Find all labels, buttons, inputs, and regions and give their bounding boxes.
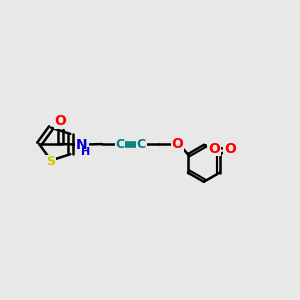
Text: N: N [76, 138, 88, 152]
Text: H: H [81, 147, 90, 157]
Text: C: C [116, 138, 124, 151]
Text: C: C [137, 138, 146, 151]
Text: O: O [208, 142, 220, 155]
Text: O: O [55, 114, 67, 128]
Text: S: S [46, 155, 56, 168]
Text: O: O [172, 137, 184, 151]
Text: O: O [224, 142, 236, 156]
